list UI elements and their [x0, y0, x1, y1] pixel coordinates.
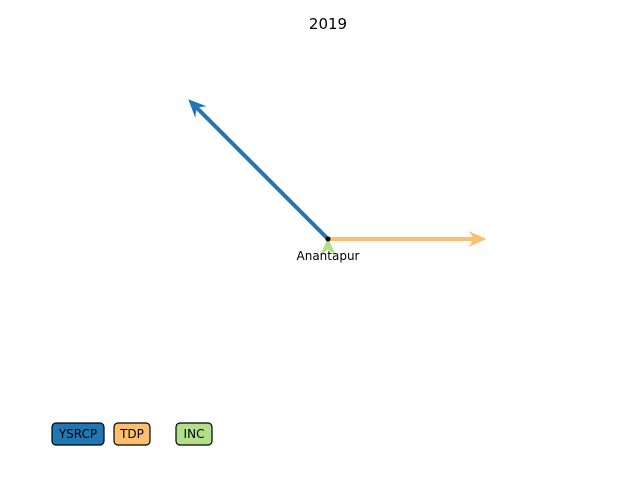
vector-arrow-tdp — [328, 231, 487, 247]
chart-title: 2019 — [309, 15, 347, 33]
legend-item-tdp: TDP — [113, 422, 151, 446]
origin-label: Anantapur — [297, 249, 360, 263]
vector-head-ysrcp — [188, 99, 207, 118]
legend-swatch — [175, 422, 213, 446]
vector-shaft-ysrcp — [195, 106, 330, 241]
legend-swatch — [113, 422, 151, 446]
vector-head-inc — [320, 237, 336, 256]
legend-label: TDP — [119, 427, 144, 441]
legend-swatch — [51, 422, 105, 446]
legend-item-inc: INC — [175, 422, 213, 446]
vector-head-tdp — [468, 231, 487, 247]
legend: YSRCP TDP INC — [51, 422, 213, 446]
legend-item-ysrcp: YSRCP — [51, 422, 105, 446]
origin-marker — [325, 236, 331, 242]
legend-label: YSRCP — [58, 427, 97, 441]
vector-layer — [188, 99, 487, 256]
vector-arrow-ysrcp — [188, 99, 330, 241]
legend-label: INC — [184, 427, 205, 441]
